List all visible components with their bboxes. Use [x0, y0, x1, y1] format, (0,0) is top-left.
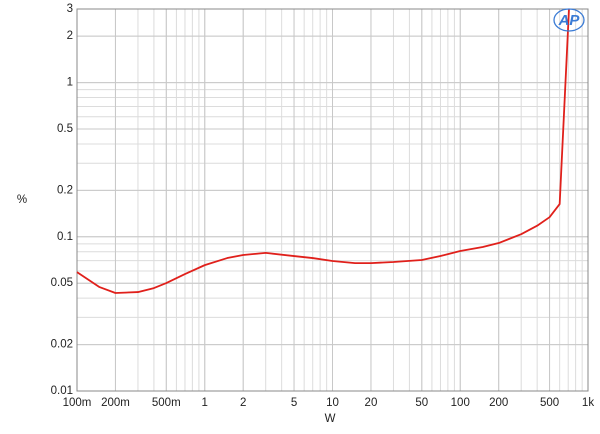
x-tick-label: 10 — [326, 397, 339, 409]
y-tick-label: 0.2 — [57, 184, 73, 196]
y-tick-label: 2 — [67, 30, 73, 42]
x-tick-label: 200m — [101, 397, 130, 409]
y-tick-label: 0.01 — [51, 385, 73, 397]
x-tick-label: 20 — [365, 397, 378, 409]
logo-text: AP — [558, 12, 581, 29]
x-tick-label: 500m — [152, 397, 181, 409]
x-tick-label: 1 — [202, 397, 208, 409]
x-tick-label: 1k — [582, 397, 594, 409]
x-tick-label: 200 — [489, 397, 508, 409]
logo: AP — [553, 8, 585, 32]
x-tick-label: 100 — [451, 397, 470, 409]
data-line — [76, 8, 570, 294]
x-tick-label: 50 — [415, 397, 428, 409]
y-tick-label: 0.05 — [51, 277, 73, 289]
y-tick-label: 0.1 — [57, 231, 73, 243]
x-axis-label: W — [325, 413, 336, 425]
x-tick-label: 500 — [540, 397, 559, 409]
plot-border — [76, 8, 589, 392]
x-tick-label: 5 — [291, 397, 297, 409]
y-tick-label: 1 — [67, 77, 73, 89]
y-tick-label: 0.02 — [51, 339, 73, 351]
y-axis-label: % — [17, 194, 27, 206]
x-tick-label: 100m — [63, 397, 92, 409]
logo-ring — [553, 8, 585, 32]
x-tick-label: 2 — [240, 397, 246, 409]
y-tick-label: 0.5 — [57, 123, 73, 135]
y-tick-label: 3 — [67, 3, 73, 15]
